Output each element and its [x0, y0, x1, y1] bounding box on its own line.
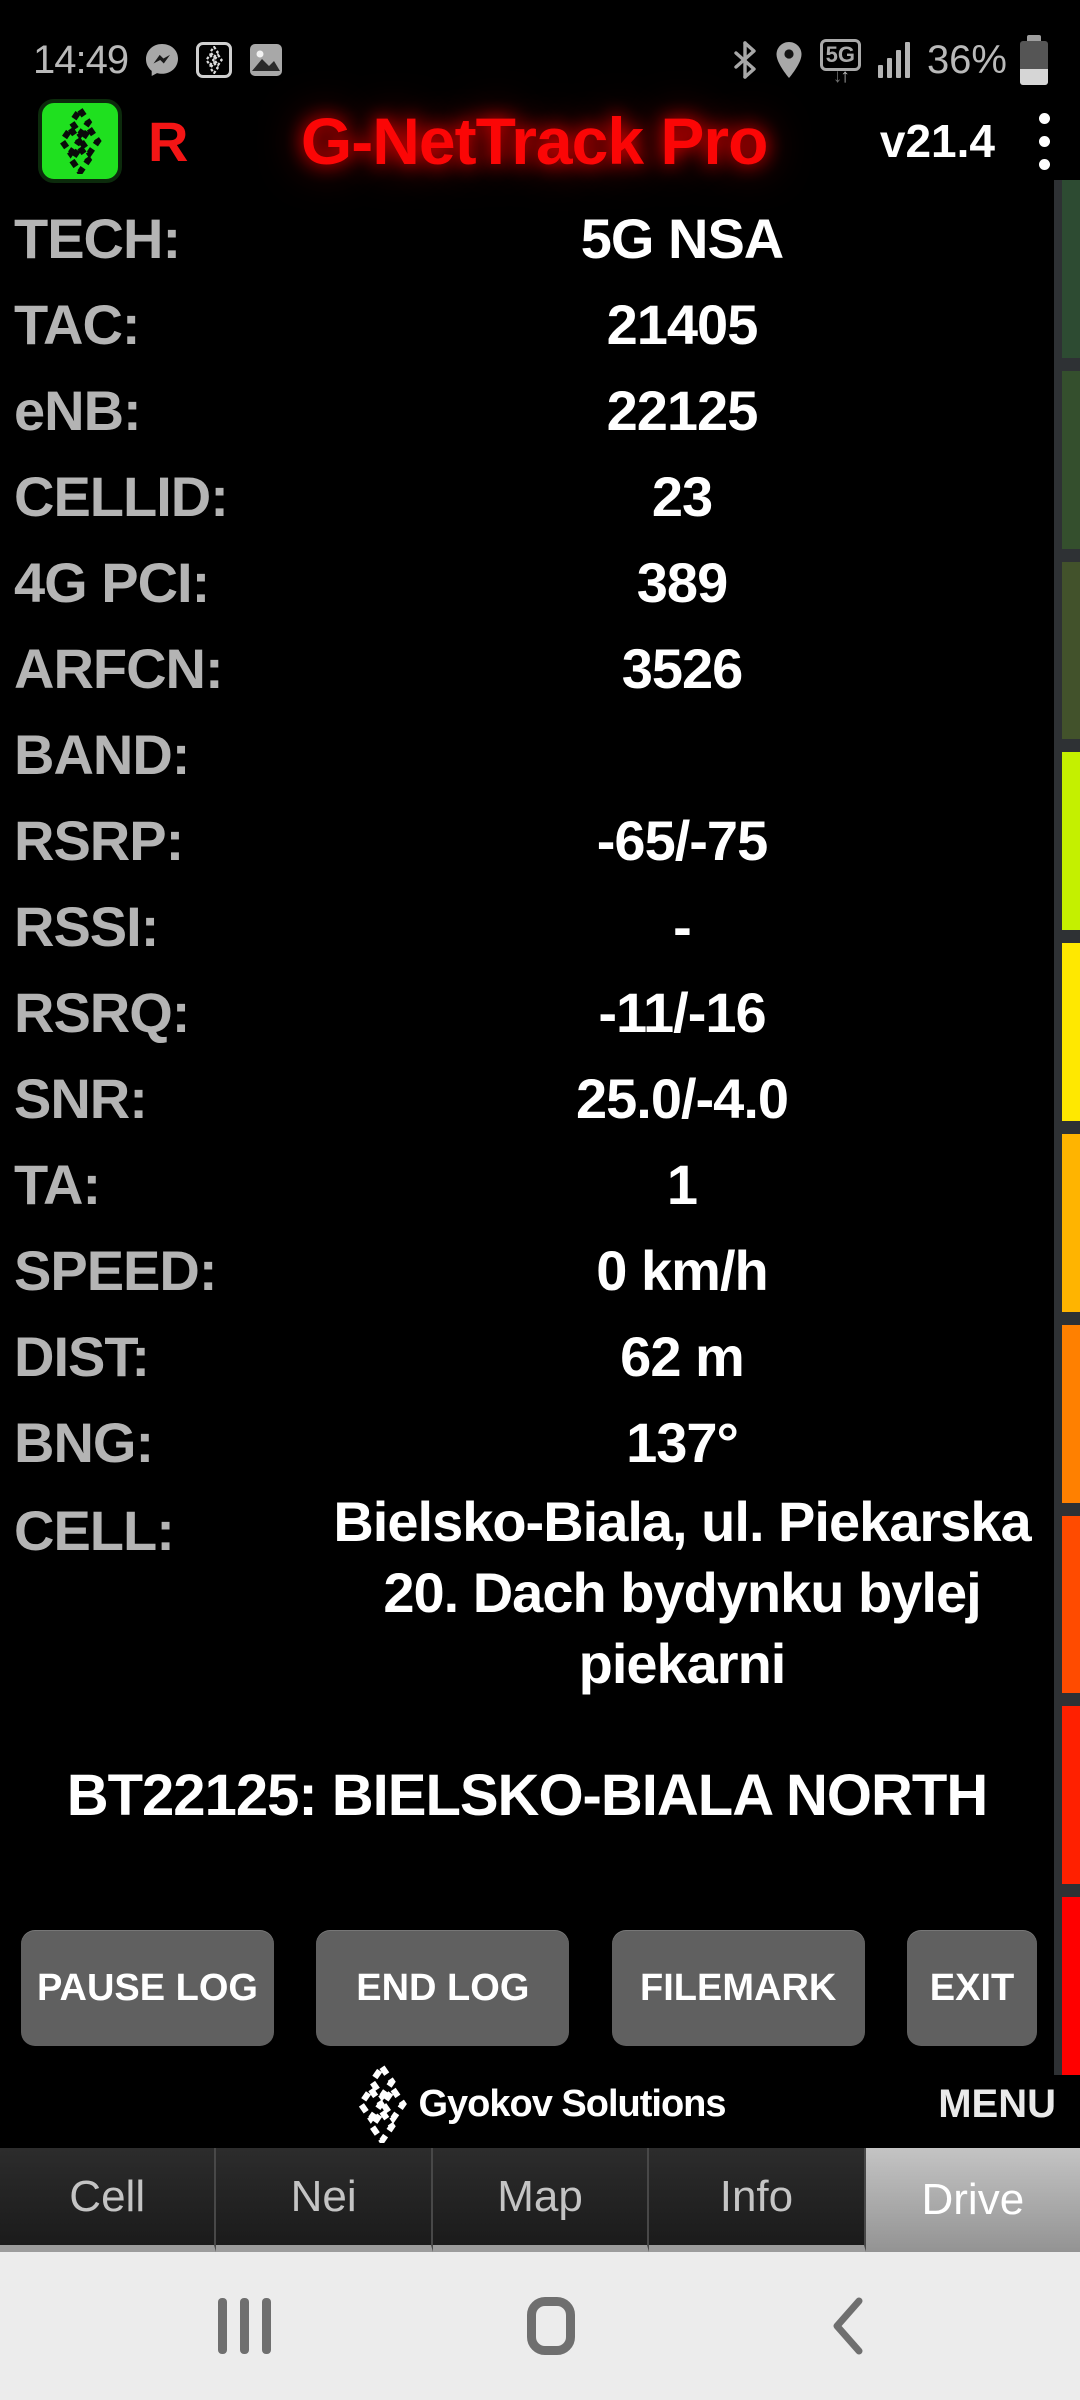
app-header: R G-NetTrack Pro v21.4 [0, 95, 1080, 187]
cell-label: CELL: [14, 1499, 175, 1562]
metric-row: RSRQ: -11/-16 [14, 980, 767, 1044]
roaming-indicator: R [148, 109, 189, 173]
app-version: v21.4 [879, 115, 995, 167]
scale-segment [1062, 370, 1080, 549]
home-icon[interactable] [527, 2297, 575, 2355]
metric-row: SPEED: 0 km/h [14, 1238, 769, 1302]
back-icon[interactable] [831, 2297, 865, 2355]
app-title: G-NetTrack Pro [300, 104, 769, 178]
tab-cell[interactable]: Cell [0, 2148, 217, 2252]
clock: 14:49 [33, 37, 129, 82]
tab-map[interactable]: Map [432, 2148, 650, 2252]
signal-scale-rail [1054, 180, 1080, 2075]
network-type-indicator: 5G ↓↑ [819, 39, 861, 87]
metric-row: TAC: 21405 [14, 292, 758, 356]
gallery-notification-icon [250, 44, 283, 76]
site-banner: BT22125: BIELSKO-BIALA NORTH [66, 1763, 989, 1828]
metric-row: TECH: 5G NSA [14, 206, 784, 270]
cell-description-row: CELL: Bielsko-Biala, ul. Piekarska 20. D… [14, 1486, 1050, 1699]
pause-log-button[interactable]: PAUSE LOG [21, 1930, 274, 2046]
android-nav-bar [0, 2252, 1080, 2400]
tab-drive[interactable]: Drive [865, 2148, 1080, 2252]
metric-row: ARFCN: 3526 [14, 636, 743, 700]
gnettrack-notification-icon [196, 42, 233, 78]
scale-segment [1062, 1133, 1080, 1312]
battery-percent: 36% [926, 37, 1007, 82]
download-arrow-icon: ↓ [832, 66, 842, 87]
tab-bar: Cell Nei Map Info Drive [0, 2148, 1080, 2252]
cell-value: Bielsko-Biala, ul. Piekarska 20. Dach by… [333, 1490, 1031, 1695]
upload-arrow-icon: ↑ [840, 66, 849, 87]
metrics-list: TECH: 5G NSA TAC: 21405 eNB: 22125 CELLID: 2… [14, 195, 1050, 1485]
scale-segment [1062, 1897, 1080, 2075]
menu-button[interactable]: MENU [938, 2081, 1056, 2126]
tab-info[interactable]: Info [649, 2148, 866, 2252]
filemark-button[interactable]: FILEMARK [611, 1930, 865, 2046]
metric-row: eNB: 22125 [14, 378, 758, 442]
action-button-row: PAUSE LOG END LOG FILEMARK EXIT [21, 1930, 1037, 2046]
metric-row: BNG: 137° [14, 1410, 739, 1474]
battery-icon [1020, 35, 1048, 85]
scale-segment [1062, 1324, 1080, 1503]
bluetooth-icon [733, 41, 756, 79]
overflow-menu-icon[interactable] [1029, 107, 1060, 176]
app-logo-icon [38, 99, 122, 183]
brand-footer: Gyokov Solutions MENU [0, 2060, 1080, 2148]
metric-row: CELLID: 23 [14, 464, 713, 528]
tab-nei[interactable]: Nei [216, 2148, 433, 2252]
scale-segment [1062, 180, 1080, 358]
gyokov-logo-icon [357, 2065, 408, 2143]
metric-row: 4G PCI: 389 [14, 550, 728, 614]
metric-row: SNR: 25.0/-4.0 [14, 1066, 789, 1130]
metric-row: TA: 1 [14, 1152, 698, 1216]
metric-row: RSSI: - [14, 894, 692, 958]
recents-icon[interactable] [218, 2298, 271, 2354]
brand-name: Gyokov Solutions [418, 2082, 726, 2125]
scale-segment [1062, 1515, 1080, 1694]
signal-strength-icon [877, 42, 910, 78]
messenger-notification-icon [146, 44, 179, 76]
exit-button[interactable]: EXIT [906, 1930, 1037, 2046]
scale-segment [1062, 1706, 1080, 1885]
metric-row: DIST: 62 m [14, 1324, 745, 1388]
location-icon [776, 42, 802, 78]
end-log-button[interactable]: END LOG [316, 1930, 570, 2046]
scale-segment [1062, 561, 1080, 740]
scale-segment [1062, 752, 1080, 931]
metric-row: RSRP: -65/-75 [14, 808, 768, 872]
scale-segment [1062, 943, 1080, 1121]
metric-row: BAND: [14, 722, 190, 786]
status-bar: 14:49 [0, 0, 1080, 95]
